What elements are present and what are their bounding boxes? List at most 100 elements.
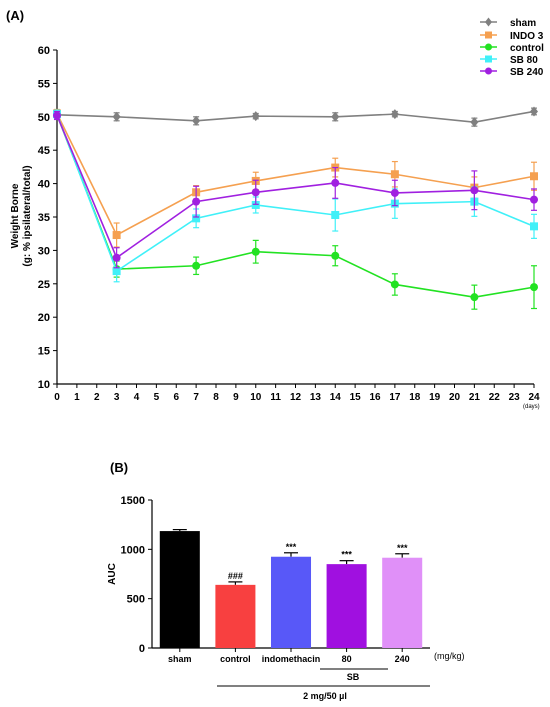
x-tick-label: 12 xyxy=(290,392,302,403)
data-point xyxy=(390,109,399,120)
data-point xyxy=(192,115,201,126)
y-tick-label: 20 xyxy=(38,312,50,324)
x-tick-label: 24 xyxy=(528,392,540,403)
data-point xyxy=(530,172,538,181)
legend-marker xyxy=(485,17,492,27)
bar-80 xyxy=(326,564,367,648)
y-axis-title-line1: Weight Borne xyxy=(10,183,21,248)
data-point xyxy=(112,253,121,262)
x-tick-label: 21 xyxy=(469,392,481,403)
panel-a-label: (A) xyxy=(6,8,24,23)
series-line xyxy=(56,113,535,237)
data-point xyxy=(192,197,201,206)
dose-label: 2 mg/50 µl xyxy=(303,691,347,701)
x-tick-label: control xyxy=(220,654,251,664)
data-point xyxy=(331,251,340,260)
y-axis-title-auc: AUC xyxy=(107,563,118,585)
data-point xyxy=(470,186,479,195)
x-tick-label: 17 xyxy=(389,392,401,403)
x-tick-label: 3 xyxy=(114,392,120,403)
legend-label-indo3: INDO 3 xyxy=(510,31,544,42)
legend-entry: control xyxy=(480,43,544,54)
data-point xyxy=(251,111,260,122)
data-point xyxy=(530,195,538,204)
data-point xyxy=(530,222,538,231)
x-tick-label: 6 xyxy=(173,392,179,403)
x-tick-label: 4 xyxy=(134,392,140,403)
x-tick-label: 0 xyxy=(54,392,60,403)
legend-entry: SB 80 xyxy=(480,55,538,66)
series-sham xyxy=(53,106,538,128)
data-point xyxy=(331,111,340,122)
bar-240 xyxy=(382,557,423,648)
y-axis-title-line2: (g: % ipsilateral/total) xyxy=(22,165,33,266)
data-point xyxy=(251,200,260,209)
x-axis-unit: (days) xyxy=(523,404,540,410)
x-tick-label: 7 xyxy=(193,392,199,403)
data-point xyxy=(251,188,260,197)
x-tick-label: 2 xyxy=(94,392,100,403)
data-point xyxy=(390,188,399,197)
x-tick-label: 18 xyxy=(409,392,421,403)
data-point xyxy=(192,214,201,223)
x-tick-label: 11 xyxy=(270,392,281,403)
data-point xyxy=(331,178,340,187)
x-tick-label: 19 xyxy=(429,392,441,403)
series-line xyxy=(56,114,535,298)
data-point xyxy=(53,111,61,120)
group-label-sb: SB xyxy=(347,672,360,682)
y-tick-label: 0 xyxy=(139,643,145,655)
data-point xyxy=(390,280,399,289)
x-tick-label: 80 xyxy=(342,654,352,664)
legend-marker xyxy=(485,55,492,63)
x-tick-label: 5 xyxy=(154,392,160,403)
series-control xyxy=(53,110,538,310)
data-point xyxy=(192,261,201,270)
data-point xyxy=(390,170,399,179)
x-tick-label: 22 xyxy=(489,392,501,403)
significance-label: *** xyxy=(341,550,352,560)
data-point xyxy=(331,210,340,219)
y-tick-label: 15 xyxy=(38,346,50,358)
x-tick-label: 13 xyxy=(310,392,322,403)
legend-label-sb240: SB 240 xyxy=(510,67,544,78)
data-point xyxy=(112,231,121,240)
data-point xyxy=(470,293,479,302)
x-tick-label: indomethacin xyxy=(262,654,321,664)
series-indo-3 xyxy=(53,108,538,248)
data-point xyxy=(530,106,538,117)
x-tick-label: sham xyxy=(168,654,192,664)
y-tick-label: 40 xyxy=(38,179,50,191)
x-tick-label: 20 xyxy=(449,392,461,403)
line-chart-panel-a: (A) Weight Borne (g: % ipsilateral/total… xyxy=(6,8,544,410)
y-tick-label: 50 xyxy=(38,112,50,124)
panel-b-label: (B) xyxy=(110,460,128,475)
legend-label-sb80: SB 80 xyxy=(510,55,538,66)
bar-control xyxy=(215,584,256,648)
legend-entry: INDO 3 xyxy=(480,31,544,42)
significance-label: ### xyxy=(228,571,243,581)
x-tick-label: 16 xyxy=(369,392,381,403)
significance-label: *** xyxy=(397,543,408,553)
x-tick-label: 1 xyxy=(74,392,80,403)
x-tick-label: 14 xyxy=(330,392,342,403)
unit-label: (mg/kg) xyxy=(434,651,465,661)
legend-entry: sham xyxy=(480,17,536,29)
y-tick-label: 500 xyxy=(127,594,145,606)
data-point xyxy=(112,111,121,122)
series-sb-240 xyxy=(53,110,538,269)
bar-chart-panel-b: (B) AUC (mg/kg) SB 2 mg/50 µl 0 500 1000 15… xyxy=(107,460,465,701)
significance-label: *** xyxy=(286,542,297,552)
legend-label-sham: sham xyxy=(510,18,536,29)
y-tick-label: 1500 xyxy=(121,495,145,507)
legend-marker xyxy=(485,67,492,75)
data-point xyxy=(112,267,121,276)
legend-entry: SB 240 xyxy=(480,67,544,78)
y-tick-label: 10 xyxy=(38,379,50,391)
x-tick-label: 9 xyxy=(233,392,239,403)
x-tick-label: 8 xyxy=(213,392,219,403)
legend-label-control: control xyxy=(510,43,544,54)
y-tick-label: 25 xyxy=(38,279,50,291)
bar-indomethacin xyxy=(270,556,312,648)
